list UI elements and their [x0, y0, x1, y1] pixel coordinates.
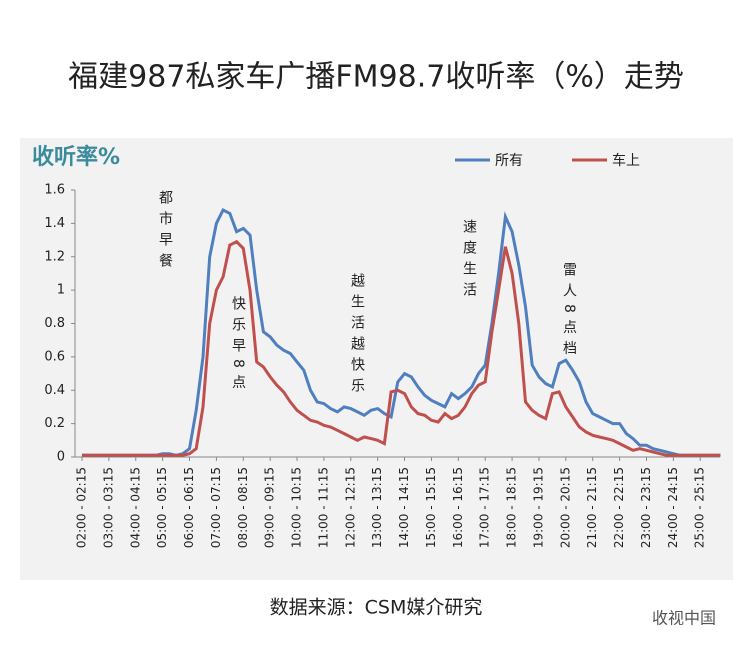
x-tick-label: 16:00 - 16:15 — [451, 467, 465, 548]
x-tick-label: 09:00 - 09:15 — [263, 467, 277, 548]
x-tick-label: 14:00 - 14:15 — [397, 467, 411, 548]
x-tick-label: 13:00 - 13:15 — [370, 467, 384, 548]
y-axis-label: 收听率% — [32, 144, 120, 170]
x-tick-label: 17:00 - 17:15 — [478, 467, 492, 548]
series-line — [82, 239, 721, 457]
x-tick-label: 22:00 - 22:15 — [612, 467, 626, 548]
y-tick-label: 0 — [57, 450, 65, 465]
x-tick-label: 15:00 - 15:15 — [424, 467, 438, 548]
x-tick-label: 04:00 - 04:15 — [128, 467, 142, 548]
y-tick-label: 1.4 — [44, 216, 65, 231]
x-tick-label: 19:00 - 19:15 — [531, 467, 545, 548]
x-tick-label: 08:00 - 08:15 — [236, 467, 250, 548]
x-tick-label: 20:00 - 20:15 — [558, 467, 572, 548]
y-tick-label: 1 — [57, 283, 65, 298]
y-tick-label: 1.6 — [44, 183, 65, 198]
x-tick-label: 03:00 - 03:15 — [101, 467, 115, 548]
x-tick-label: 12:00 - 12:15 — [343, 467, 357, 548]
x-tick-label: 11:00 - 11:15 — [316, 467, 330, 548]
x-tick-label: 23:00 - 23:15 — [639, 467, 653, 548]
x-tick-label: 06:00 - 06:15 — [182, 467, 196, 548]
plot-background — [20, 138, 733, 580]
y-tick-label: 0.8 — [44, 316, 65, 331]
watermark: 收视中国 — [652, 609, 716, 628]
legend-label: 车上 — [612, 152, 640, 169]
x-tick-label: 05:00 - 05:15 — [155, 467, 169, 548]
source-note: 数据来源：CSM媒介研究 — [270, 597, 483, 619]
legend-label: 所有 — [495, 153, 523, 169]
x-tick-label: 18:00 - 18:15 — [505, 467, 519, 548]
x-tick-label: 07:00 - 07:15 — [209, 467, 223, 548]
chart-title: 福建987私家车广播FM98.7收听率（%）走势 — [68, 60, 684, 95]
x-tick-label: 24:00 - 24:15 — [666, 467, 680, 548]
annotation: 快乐早8点 — [230, 296, 246, 396]
annotation: 速度生活 — [461, 219, 477, 303]
x-tick-label: 10:00 - 10:15 — [290, 467, 304, 548]
y-tick-label: 0.2 — [44, 416, 65, 431]
y-tick-label: 1.2 — [44, 249, 65, 264]
y-tick-label: 0.4 — [44, 383, 65, 398]
annotation: 越生活越快乐 — [349, 273, 365, 399]
x-tick-label: 02:00 - 02:15 — [75, 467, 89, 548]
y-tick-label: 0.6 — [44, 349, 65, 364]
annotation: 都市早餐 — [157, 190, 173, 274]
x-tick-label: 21:00 - 21:15 — [585, 467, 599, 548]
x-tick-label: 25:00 - 25:15 — [693, 467, 707, 548]
annotation: 雷人8点档 — [561, 262, 577, 362]
series-line — [82, 207, 721, 457]
